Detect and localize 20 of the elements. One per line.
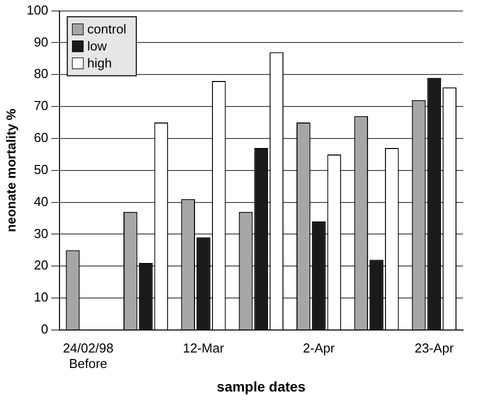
- legend-label: low: [87, 38, 108, 54]
- y-tick-label: 90: [34, 34, 48, 50]
- y-axis-title: neonate mortality %: [3, 108, 18, 232]
- x-axis-title: sample dates: [216, 378, 306, 394]
- legend-label: high: [87, 55, 112, 70]
- x-tick-label: 23-Apr: [414, 340, 454, 356]
- y-tick-label: 30: [34, 226, 48, 241]
- y-tick-label: 60: [34, 130, 48, 146]
- y-tick-label: 20: [34, 258, 48, 273]
- x-tick-label: 24/02/98 Before: [62, 340, 114, 371]
- x-tick-label: 12-Mar: [182, 340, 225, 356]
- y-tick-label: 80: [34, 66, 48, 82]
- y-tick-label: 40: [34, 194, 48, 209]
- legend-label: control: [87, 21, 126, 36]
- y-tick-label: 0: [41, 322, 48, 337]
- y-tick-label: 50: [34, 162, 48, 177]
- y-tick-label: 10: [34, 290, 48, 305]
- y-tick-label: 100: [26, 2, 48, 18]
- x-tick-label: 2-Apr: [302, 340, 336, 356]
- y-tick-label: 70: [34, 98, 48, 114]
